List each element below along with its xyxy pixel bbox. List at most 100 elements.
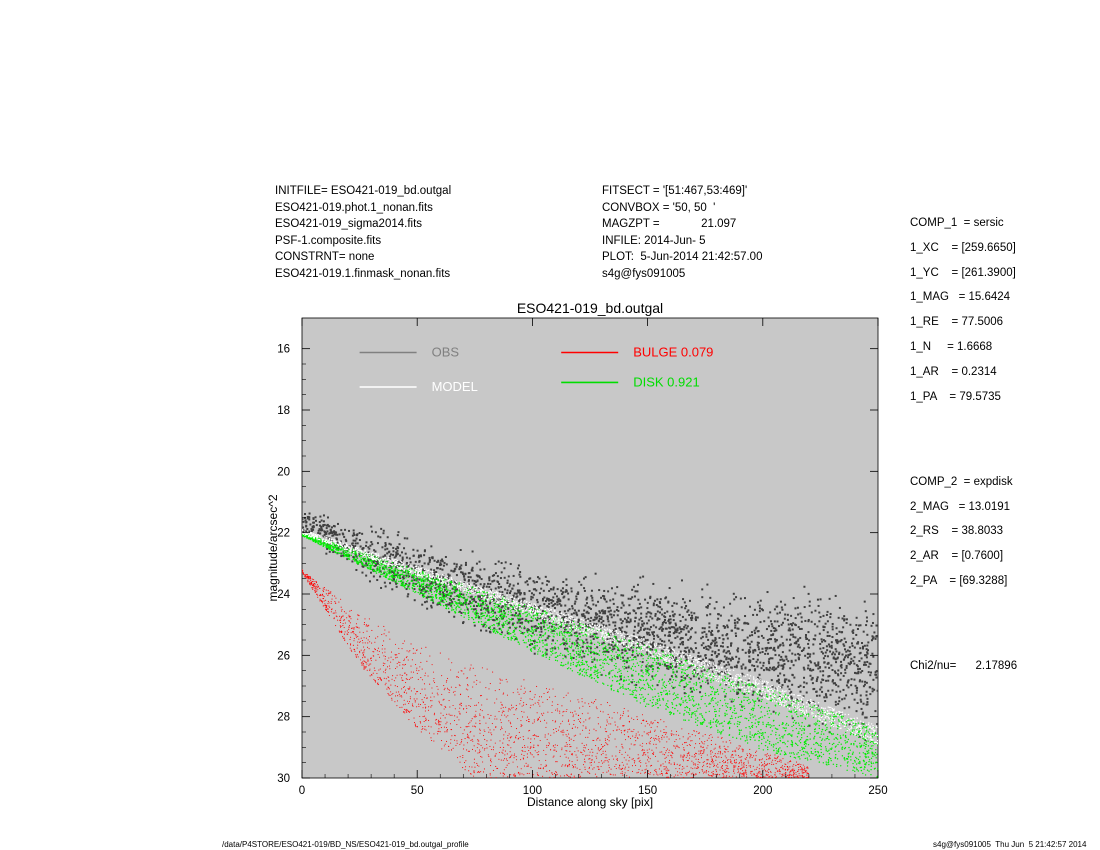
obs-point bbox=[354, 542, 357, 545]
obs-point bbox=[656, 634, 659, 637]
obs-point bbox=[436, 567, 439, 570]
bulge-point bbox=[511, 707, 513, 709]
obs-point bbox=[548, 619, 551, 622]
bulge-point bbox=[714, 747, 716, 749]
obs-point bbox=[612, 614, 615, 617]
bulge-point bbox=[663, 721, 665, 723]
obs-point bbox=[587, 612, 590, 615]
bulge-point bbox=[686, 771, 688, 774]
bulge-point bbox=[392, 675, 394, 677]
obs-point bbox=[750, 631, 753, 634]
bulge-point bbox=[436, 723, 438, 725]
bulge-point bbox=[682, 766, 684, 768]
bulge-point bbox=[394, 667, 397, 670]
obs-point bbox=[730, 642, 733, 645]
obs-point bbox=[812, 652, 815, 655]
bulge-point bbox=[528, 730, 530, 732]
bulge-point bbox=[527, 765, 529, 767]
bulge-point bbox=[377, 683, 380, 686]
obs-point bbox=[631, 654, 634, 657]
bulge-point bbox=[620, 768, 622, 770]
obs-point bbox=[355, 537, 358, 540]
bulge-point bbox=[670, 763, 672, 765]
obs-point bbox=[413, 579, 416, 582]
obs-point bbox=[622, 594, 625, 597]
obs-point bbox=[631, 588, 634, 591]
bulge-point bbox=[311, 584, 313, 587]
obs-point bbox=[865, 703, 868, 706]
obs-point bbox=[310, 528, 313, 531]
obs-point bbox=[829, 693, 832, 696]
obs-point bbox=[798, 627, 801, 630]
obs-point bbox=[493, 619, 496, 622]
bulge-point bbox=[769, 757, 771, 759]
bulge-point bbox=[537, 719, 539, 721]
bulge-point bbox=[344, 631, 346, 633]
obs-point bbox=[855, 691, 858, 694]
obs-point bbox=[771, 657, 774, 660]
obs-point bbox=[774, 627, 777, 630]
obs-point bbox=[717, 653, 720, 656]
bulge-point bbox=[363, 650, 365, 652]
bulge-point bbox=[375, 681, 377, 683]
obs-point bbox=[795, 642, 798, 645]
bulge-point bbox=[579, 720, 581, 722]
obs-point bbox=[646, 651, 649, 654]
obs-point bbox=[606, 615, 609, 618]
obs-point bbox=[746, 622, 749, 625]
obs-point bbox=[445, 563, 448, 566]
bulge-point bbox=[710, 760, 712, 763]
bulge-point bbox=[310, 584, 312, 586]
bulge-point bbox=[603, 761, 605, 763]
bulge-point bbox=[443, 698, 445, 700]
obs-point bbox=[777, 645, 780, 648]
obs-point bbox=[621, 643, 624, 646]
obs-point bbox=[395, 574, 398, 577]
bulge-point bbox=[468, 705, 470, 707]
bulge-point bbox=[549, 770, 551, 772]
bulge-point bbox=[621, 753, 623, 755]
bulge-point bbox=[316, 584, 319, 586]
bulge-point bbox=[319, 587, 321, 589]
obs-point bbox=[392, 577, 395, 580]
obs-point bbox=[769, 666, 772, 669]
obs-point bbox=[802, 686, 805, 689]
bulge-point bbox=[712, 761, 714, 763]
bulge-point bbox=[658, 768, 660, 770]
bulge-point bbox=[330, 591, 332, 593]
bulge-point bbox=[801, 768, 803, 770]
bulge-point bbox=[379, 668, 381, 670]
obs-point bbox=[537, 616, 540, 619]
bulge-point bbox=[668, 762, 670, 764]
bulge-point bbox=[361, 640, 363, 642]
obs-point bbox=[612, 645, 615, 648]
bulge-point bbox=[474, 714, 476, 716]
bulge-point bbox=[508, 708, 510, 710]
obs-point bbox=[613, 610, 616, 613]
obs-point bbox=[854, 671, 857, 674]
bulge-point bbox=[713, 748, 715, 750]
obs-point bbox=[534, 625, 537, 628]
bulge-point bbox=[519, 736, 521, 738]
bulge-point bbox=[608, 740, 610, 742]
obs-point bbox=[754, 668, 757, 671]
obs-point bbox=[656, 610, 659, 613]
bulge-point bbox=[562, 711, 564, 713]
bulge-point bbox=[425, 646, 427, 648]
obs-point bbox=[523, 597, 526, 600]
bulge-point bbox=[504, 754, 506, 756]
bulge-point bbox=[398, 693, 400, 695]
obs-point bbox=[688, 650, 691, 653]
bulge-point bbox=[438, 719, 440, 721]
bulge-point bbox=[349, 644, 352, 646]
obs-point bbox=[657, 642, 660, 645]
bulge-point bbox=[588, 729, 591, 731]
bulge-point bbox=[609, 773, 611, 775]
bulge-point bbox=[425, 719, 427, 721]
obs-point bbox=[703, 646, 706, 649]
bulge-point bbox=[754, 751, 757, 753]
obs-point bbox=[610, 643, 613, 646]
obs-point bbox=[816, 625, 819, 628]
bulge-point bbox=[803, 766, 806, 768]
bulge-point bbox=[421, 728, 423, 731]
